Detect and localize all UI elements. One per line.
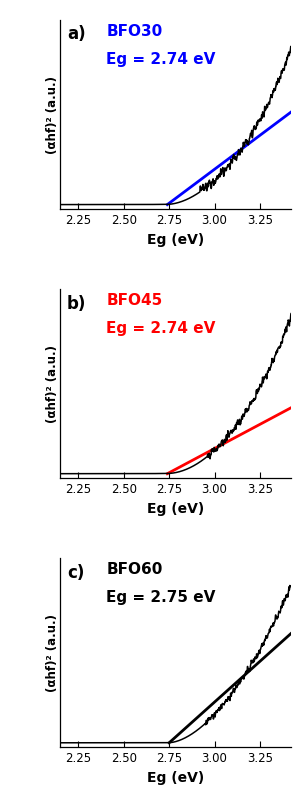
X-axis label: Eg (eV): Eg (eV) — [147, 771, 204, 785]
Y-axis label: (αhf)² (a.u.): (αhf)² (a.u.) — [46, 345, 59, 422]
Text: BFO30: BFO30 — [106, 24, 163, 39]
Y-axis label: (αhf)² (a.u.): (αhf)² (a.u.) — [46, 75, 59, 153]
X-axis label: Eg (eV): Eg (eV) — [147, 233, 204, 247]
Text: b): b) — [67, 294, 86, 312]
Text: Eg = 2.74 eV: Eg = 2.74 eV — [106, 321, 216, 336]
Text: BFO60: BFO60 — [106, 562, 163, 577]
Text: Eg = 2.75 eV: Eg = 2.75 eV — [106, 590, 216, 605]
Text: c): c) — [67, 564, 84, 581]
Text: BFO45: BFO45 — [106, 293, 163, 308]
Text: a): a) — [67, 25, 86, 44]
Y-axis label: (αhf)² (a.u.): (αhf)² (a.u.) — [46, 614, 59, 692]
X-axis label: Eg (eV): Eg (eV) — [147, 501, 204, 516]
Text: Eg = 2.74 eV: Eg = 2.74 eV — [106, 52, 216, 67]
